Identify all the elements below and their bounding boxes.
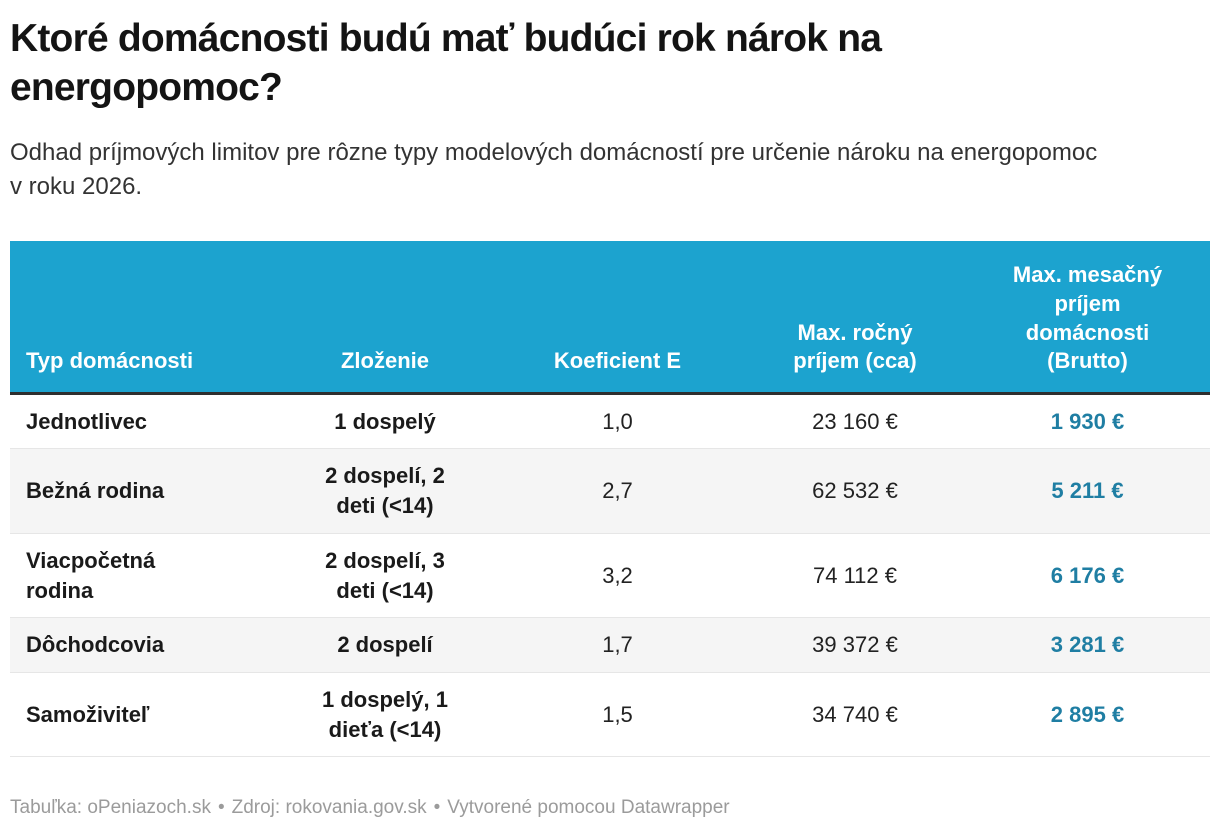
cell-text: Bežná rodina <box>26 478 165 504</box>
cell-rocny-prijem: 23 160 € <box>745 393 965 450</box>
table-header-row: Typ domácnosti Zloženie Koeficient E Max… <box>10 241 1210 395</box>
table-row-bezna-rodina: Bežná rodina 2 dospelí, 2 deti (<14) 2,7… <box>10 448 1210 534</box>
attribution-footer: Tabuľka: oPeniazoch.sk • Zdroj: rokovania.… <box>10 797 1210 819</box>
table-row-viacpocetna-rodina: Viacpočetná rodina 2 dospelí, 3 deti (<1… <box>10 533 1210 619</box>
column-header-max-mesacny-prijem: Max. mesačný príjem domácnosti (Brutto) <box>965 241 1210 395</box>
households-table: Typ domácnosti Zloženie Koeficient E Max… <box>10 241 1210 758</box>
cell-text: Samoživiteľ <box>26 701 150 727</box>
table-row-dochodcovia: Dôchodcovia 2 dospelí 1,7 39 372 € 3 281… <box>10 617 1210 673</box>
cell-zlozenie: 2 dospelí <box>280 617 490 673</box>
column-header-label: Max. ročný príjem (cca) <box>793 319 917 374</box>
cell-mesacny-prijem: 1 930 € <box>965 393 1210 450</box>
column-header-koeficient-e: Koeficient E <box>490 241 745 395</box>
cell-zlozenie: 2 dospelí, 3 deti (<14) <box>280 533 490 619</box>
cell-koeficient: 1,5 <box>490 672 745 758</box>
table-header: Typ domácnosti Zloženie Koeficient E Max… <box>10 241 1210 395</box>
column-header-label: Max. mesačný príjem domácnosti (Brutto) <box>1012 262 1163 374</box>
cell-mesacny-prijem: 5 211 € <box>965 448 1210 534</box>
cell-typ: Samoživiteľ <box>10 672 280 758</box>
cell-koeficient: 3,2 <box>490 533 745 619</box>
datawrapper-table-page: Ktoré domácnosti budú mať budúci rok nár… <box>0 14 1220 819</box>
cell-koeficient: 1,7 <box>490 617 745 673</box>
datawrapper-credit-link[interactable]: Vytvorené pomocou Datawrapper <box>447 797 730 819</box>
cell-text: Viacpočetná rodina <box>26 547 156 603</box>
cell-text: 2 dospelí <box>337 632 433 658</box>
column-header-label: Typ domácnosti <box>26 348 194 374</box>
cell-mesacny-prijem: 3 281 € <box>965 617 1210 673</box>
cell-zlozenie: 1 dospelý <box>280 393 490 450</box>
column-header-zlozenie: Zloženie <box>280 241 490 395</box>
cell-zlozenie: 1 dospelý, 1 dieťa (<14) <box>280 672 490 758</box>
page-subtitle: Odhad príjmových limitov pre rôzne typy … <box>10 139 1098 201</box>
column-header-max-rocny-prijem: Max. ročný príjem (cca) <box>745 241 965 395</box>
source-link[interactable]: Zdroj: rokovania.gov.sk <box>231 797 427 819</box>
cell-mesacny-prijem: 6 176 € <box>965 533 1210 619</box>
table-row-samozivitel: Samoživiteľ 1 dospelý, 1 dieťa (<14) 1,5… <box>10 672 1210 758</box>
cell-rocny-prijem: 39 372 € <box>745 617 965 673</box>
cell-text: Jednotlivec <box>26 408 148 434</box>
table-body: Jednotlivec 1 dospelý 1,0 23 160 € 1 930… <box>10 393 1210 758</box>
cell-koeficient: 2,7 <box>490 448 745 534</box>
cell-rocny-prijem: 62 532 € <box>745 448 965 534</box>
cell-typ: Jednotlivec <box>10 393 280 450</box>
cell-text: 1 dospelý <box>334 408 436 434</box>
footer-separator: • <box>217 797 225 819</box>
column-header-label: Koeficient E <box>553 348 682 374</box>
cell-text: 1 dospelý, 1 dieťa (<14) <box>322 686 448 742</box>
cell-text: 2 dospelí, 2 deti (<14) <box>325 463 445 519</box>
cell-rocny-prijem: 34 740 € <box>745 672 965 758</box>
cell-text: 2 dospelí, 3 deti (<14) <box>325 547 445 603</box>
cell-rocny-prijem: 74 112 € <box>745 533 965 619</box>
table-credit-link[interactable]: Tabuľka: oPeniazoch.sk <box>10 797 211 819</box>
cell-typ: Viacpočetná rodina <box>10 533 280 619</box>
column-header-label: Zloženie <box>340 348 429 374</box>
table-row-jednotlivec: Jednotlivec 1 dospelý 1,0 23 160 € 1 930… <box>10 393 1210 450</box>
cell-koeficient: 1,0 <box>490 393 745 450</box>
cell-typ: Dôchodcovia <box>10 617 280 673</box>
cell-mesacny-prijem: 2 895 € <box>965 672 1210 758</box>
column-header-typ-domacnosti: Typ domácnosti <box>10 241 280 395</box>
page-title: Ktoré domácnosti budú mať budúci rok nár… <box>10 17 882 110</box>
cell-zlozenie: 2 dospelí, 2 deti (<14) <box>280 448 490 534</box>
cell-typ: Bežná rodina <box>10 448 280 534</box>
footer-separator: • <box>433 797 441 819</box>
cell-text: Dôchodcovia <box>26 632 165 658</box>
